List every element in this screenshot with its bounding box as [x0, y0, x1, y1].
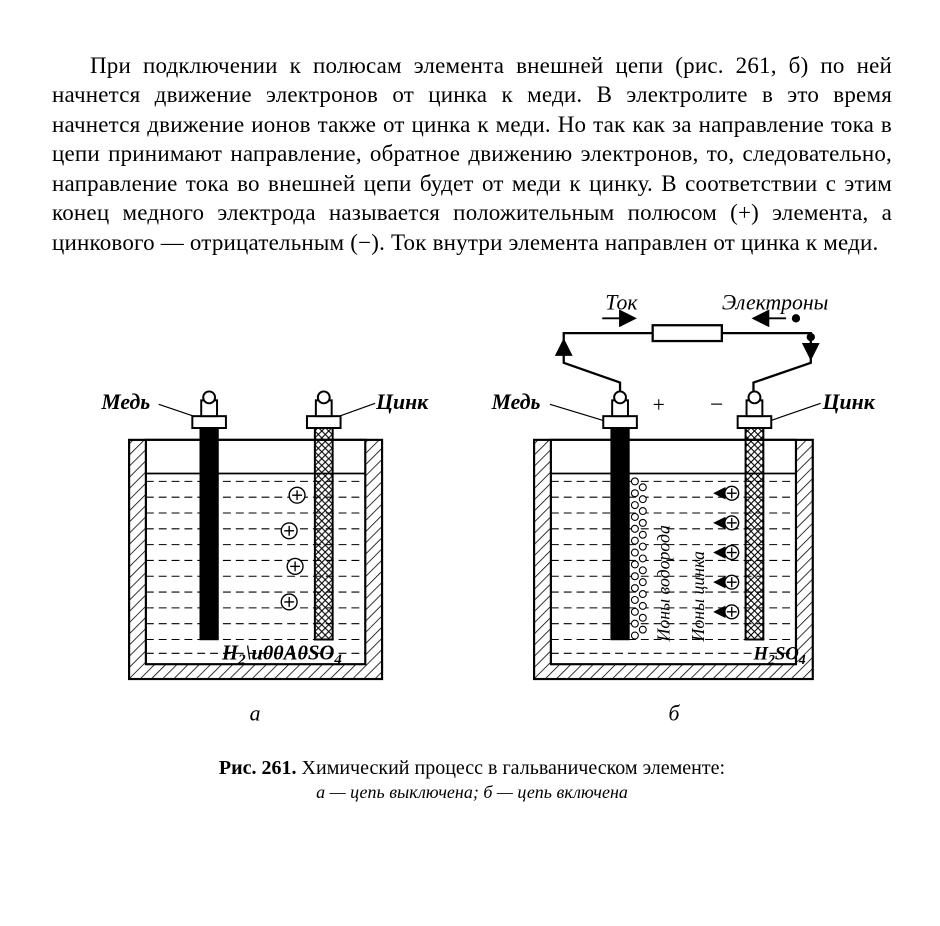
sublabel-a: а: [250, 702, 261, 726]
figure-b: Ток Электроны: [457, 283, 892, 743]
figure-number: Рис. 261.: [219, 757, 297, 779]
terminal-copper-a: [192, 392, 226, 429]
label-hydrogen-ions: Ионы водорода: [654, 525, 674, 643]
electrode-copper-a: [200, 428, 218, 639]
label-current: Ток: [605, 290, 638, 314]
figure-title: Химический процесс в гальваническом элем…: [302, 757, 726, 779]
label-copper-a: Медь: [100, 390, 150, 414]
figure-261: Медь Цинк: [52, 283, 892, 803]
terminal-zinc-b: [738, 392, 772, 429]
electrode-zinc-a: [315, 428, 333, 639]
terminal-zinc-a: [307, 392, 341, 429]
sign-minus: −: [710, 392, 723, 418]
arrows-current: [564, 318, 633, 357]
sign-plus: +: [653, 393, 665, 417]
paragraph-text: При подключении к полюсам элемента внешн…: [52, 53, 892, 255]
figure-subcaption: а — цепь выключена; б — цепь включена: [316, 782, 628, 802]
figure-a: Медь Цинк: [52, 283, 457, 743]
label-electrons: Электроны: [722, 290, 829, 314]
external-circuit: [564, 325, 811, 394]
label-zinc-ions: Ионы цинка: [688, 551, 708, 642]
arrows-electrons: [756, 315, 815, 357]
terminal-copper-b: [603, 392, 637, 429]
electrode-copper-b: [611, 428, 629, 639]
label-zinc-a: Цинк: [375, 390, 429, 414]
label-h2so4-b: H2SO4: [753, 643, 806, 667]
sublabel-b: б: [669, 702, 681, 726]
figure-caption: Рис. 261. Химический процесс в гальванич…: [52, 757, 892, 803]
label-zinc-b: Цинк: [822, 390, 876, 414]
electrode-zinc-b: [746, 428, 764, 639]
main-paragraph: При подключении к полюсам элемента внешн…: [52, 51, 892, 257]
label-copper-b: Медь: [491, 390, 541, 414]
